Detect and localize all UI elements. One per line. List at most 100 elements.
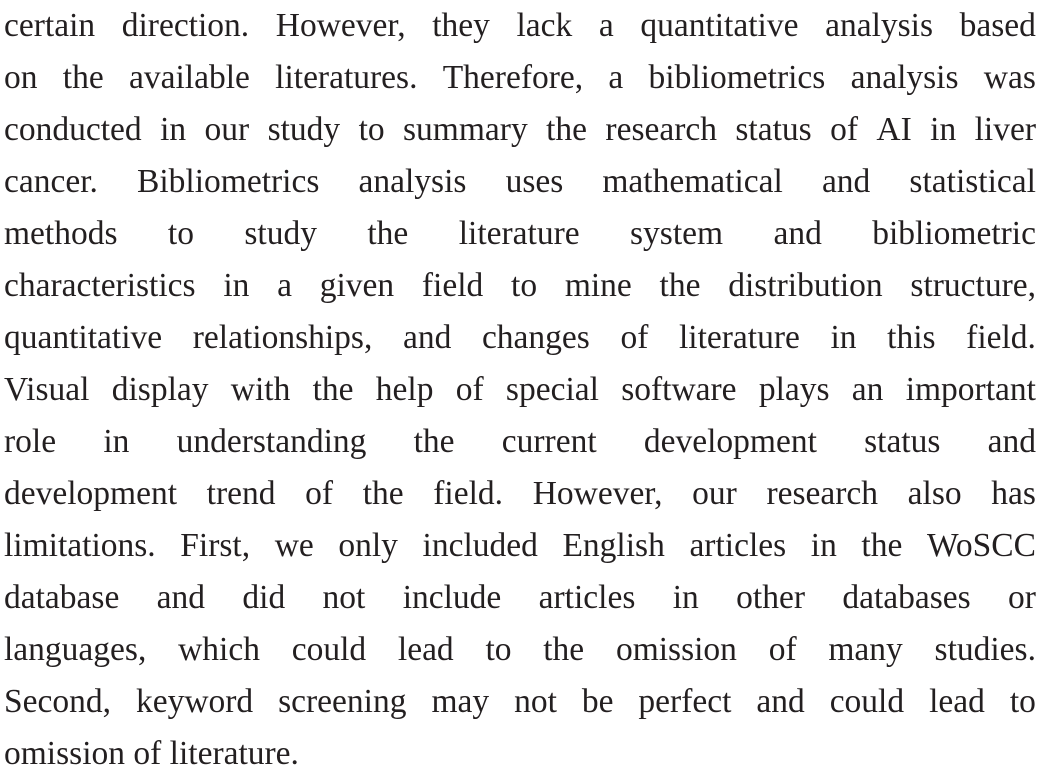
word: be [581,683,614,720]
word: First, [180,527,251,564]
text-line: database and did not include articles in other d… [4,572,1036,624]
word: literature. [169,735,299,772]
word: literature [458,215,580,252]
word: of [768,631,797,668]
word: could [291,631,367,668]
text-line: role in understanding the current development… [4,416,1036,468]
word: lack [516,7,573,44]
word: also [907,475,962,512]
word: not [322,579,366,616]
word: only [338,527,398,564]
word: lead [929,683,985,720]
word: which [178,631,260,668]
word: development [643,423,817,460]
word: and [156,579,206,616]
word: liver [974,111,1036,148]
word: in [830,319,857,356]
text-line-words: conducted in our study to summary the research s… [4,104,1036,156]
word: summary [403,111,528,148]
word: analysis [358,163,467,200]
word: field. [433,475,504,512]
word: and [402,319,452,356]
text-line-words: database and did not include articles in other d… [4,572,1036,624]
word: lead [397,631,454,668]
word: special [505,371,599,408]
text-line: development trend of the field. However, our re… [4,468,1036,520]
word: in [810,527,837,564]
word: study [267,111,341,148]
word: did [242,579,286,616]
word: available [128,59,250,96]
word: analysis [850,59,959,96]
text-line-words: cancer. Bibliometrics analysis uses mathemat… [4,156,1036,208]
word: database [4,579,120,616]
word: statistical [909,163,1036,200]
word: or [1008,579,1036,616]
word: field. [966,319,1036,356]
word: current [501,423,597,460]
word: languages, [4,631,147,668]
text-line-final: omission of literature. [4,728,1036,780]
word: study [244,215,317,252]
word: a [277,267,292,304]
text-line: Second, keyword screening may not be perfect an… [4,676,1036,728]
word: analysis [825,7,934,44]
word: changes [481,319,590,356]
word: include [402,579,502,616]
word: an [851,371,884,408]
word: of [830,111,858,148]
word: status [735,111,812,148]
text-line-words: on the available literatures. Therefore, a bib… [4,52,1036,104]
word: English [562,527,665,564]
word: the [413,423,455,460]
word: on [4,59,38,96]
word: AI [876,111,912,148]
text-line-words: development trend of the field. However, our re… [4,468,1036,520]
word: status [864,423,941,460]
word: research [605,111,717,148]
word: other [736,579,805,616]
word: the [367,215,409,252]
word: in [672,579,699,616]
word: to [358,111,385,148]
word: of [620,319,649,356]
word: the [659,267,701,304]
word: of [305,475,334,512]
word: in [103,423,130,460]
text-line-words: characteristics in a given field to mine the dis… [4,260,1036,312]
text-line: certain direction. However, they lack a quanti… [4,0,1036,52]
word: system [630,215,724,252]
word: mine [564,267,632,304]
text-line: Visual display with the help of special softwar… [4,364,1036,416]
word: articles [538,579,636,616]
word: they [432,7,490,44]
word: omission [615,631,737,668]
word: and [773,215,822,252]
text-line-words: quantitative relationships, and changes of li… [4,312,1036,364]
word: the [62,59,104,96]
word: methods [4,215,118,252]
word: limitations. [4,527,156,564]
word: to [1009,683,1036,720]
word: characteristics [4,267,196,304]
text-line: limitations. First, we only included English a… [4,520,1036,572]
word: given [319,267,395,304]
word: has [991,475,1036,512]
text-line: characteristics in a given field to mine the dis… [4,260,1036,312]
word: in [223,267,250,304]
word: Therefore, [442,59,584,96]
word: conducted [4,111,142,148]
word: to [485,631,512,668]
word: cancer. [4,163,98,200]
word: research [766,475,879,512]
word: and [756,683,805,720]
word: and [821,163,871,200]
word: the [861,527,903,564]
word: bibliometric [872,215,1036,252]
word: mathematical [602,163,783,200]
word: with [230,371,291,408]
word: Bibliometrics [137,163,320,200]
word: Second, [4,683,111,720]
word: keyword [135,683,254,720]
